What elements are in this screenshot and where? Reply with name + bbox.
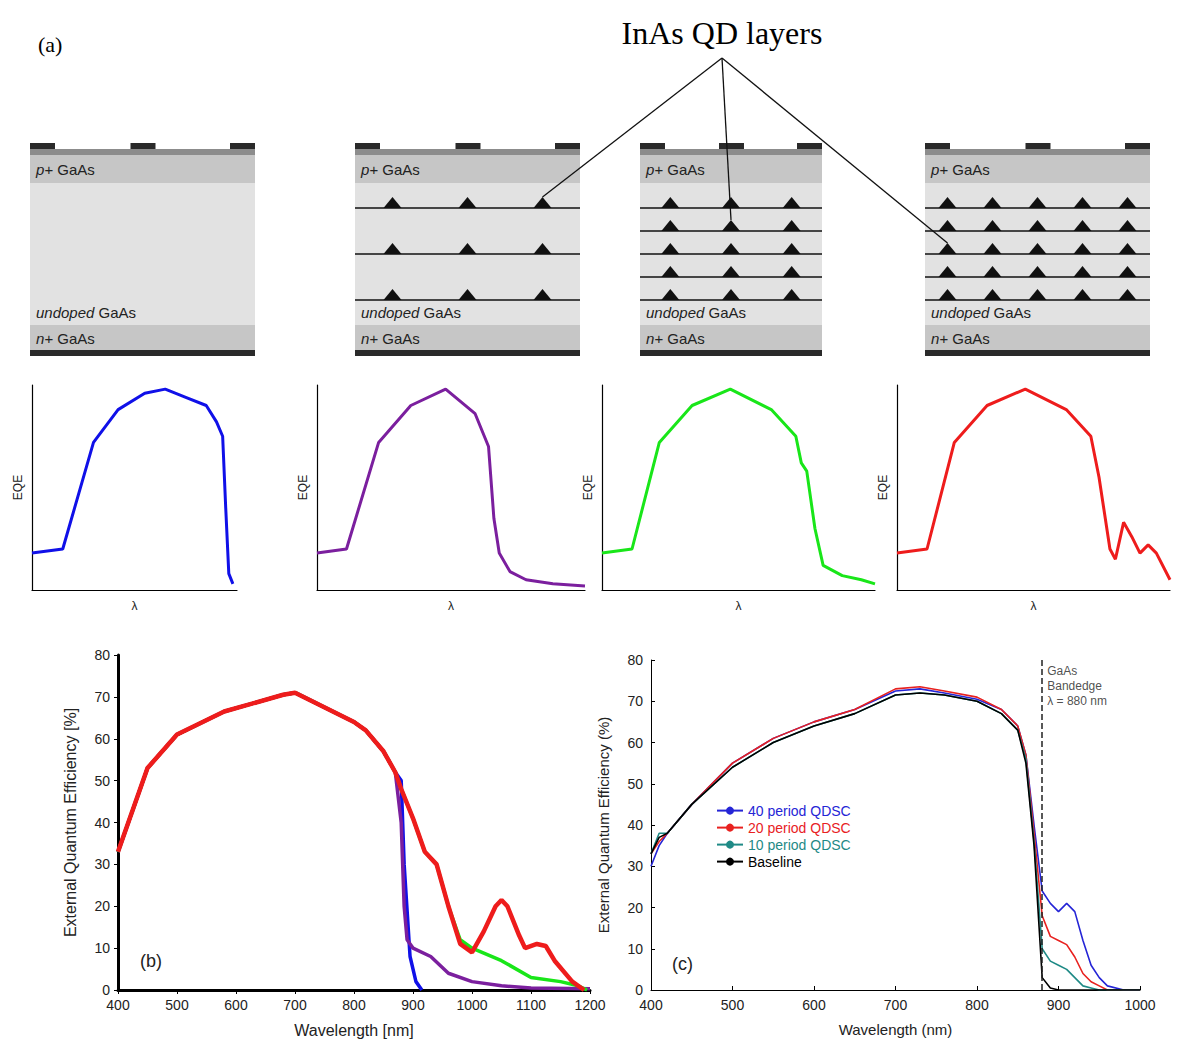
svg-text:undoped GaAs: undoped GaAs: [361, 304, 461, 321]
svg-text:900: 900: [1047, 997, 1071, 1013]
svg-text:n+ GaAs: n+ GaAs: [931, 330, 990, 347]
svg-text:800: 800: [342, 997, 366, 1013]
svg-text:30: 30: [627, 858, 643, 874]
svg-text:External Quantum Efficiency [%: External Quantum Efficiency [%]: [62, 708, 79, 937]
svg-text:1100: 1100: [516, 997, 546, 1013]
svg-text:External Quantum Efficiency (%: External Quantum Efficiency (%): [595, 717, 612, 933]
svg-text:50: 50: [94, 773, 110, 789]
svg-text:n+ GaAs: n+ GaAs: [36, 330, 95, 347]
svg-text:p+ GaAs: p+ GaAs: [360, 161, 420, 178]
svg-text:undoped GaAs: undoped GaAs: [931, 304, 1031, 321]
svg-text:Baseline: Baseline: [748, 854, 802, 870]
svg-text:EQE: EQE: [296, 475, 310, 500]
svg-text:800: 800: [965, 997, 989, 1013]
svg-text:1200: 1200: [574, 997, 605, 1013]
svg-text:30: 30: [94, 856, 110, 872]
svg-text:10: 10: [94, 940, 110, 956]
svg-text:900: 900: [401, 997, 425, 1013]
svg-text:(b): (b): [140, 951, 162, 971]
svg-text:n+ GaAs: n+ GaAs: [646, 330, 705, 347]
svg-text:60: 60: [627, 735, 643, 751]
svg-text:70: 70: [627, 693, 643, 709]
svg-text:400: 400: [106, 997, 130, 1013]
svg-text:λ: λ: [736, 599, 742, 613]
svg-text:500: 500: [721, 997, 745, 1013]
svg-text:20: 20: [94, 898, 110, 914]
svg-text:500: 500: [165, 997, 189, 1013]
svg-text:undoped GaAs: undoped GaAs: [36, 304, 136, 321]
svg-text:(c): (c): [672, 954, 693, 974]
svg-text:40: 40: [94, 815, 110, 831]
svg-text:0: 0: [635, 982, 643, 998]
svg-text:40: 40: [627, 817, 643, 833]
svg-text:λ = 880 nm: λ = 880 nm: [1047, 694, 1107, 708]
svg-text:1000: 1000: [1124, 997, 1155, 1013]
svg-text:20 period QDSC: 20 period QDSC: [748, 820, 851, 836]
svg-text:0: 0: [102, 982, 110, 998]
svg-text:1000: 1000: [456, 997, 487, 1013]
svg-text:50: 50: [627, 776, 643, 792]
svg-text:n+ GaAs: n+ GaAs: [361, 330, 420, 347]
svg-text:InAs QD layers: InAs QD layers: [622, 15, 823, 51]
svg-text:Wavelength (nm): Wavelength (nm): [839, 1021, 953, 1038]
svg-text:(a): (a): [38, 32, 62, 57]
svg-text:λ: λ: [448, 599, 454, 613]
svg-text:80: 80: [94, 647, 110, 663]
svg-text:40 period QDSC: 40 period QDSC: [748, 803, 851, 819]
svg-text:20: 20: [627, 900, 643, 916]
svg-text:10: 10: [627, 941, 643, 957]
svg-text:EQE: EQE: [581, 475, 595, 500]
svg-text:p+ GaAs: p+ GaAs: [645, 161, 705, 178]
svg-text:GaAs: GaAs: [1047, 664, 1077, 678]
svg-text:Wavelength [nm]: Wavelength [nm]: [294, 1022, 413, 1039]
svg-text:10 period QDSC: 10 period QDSC: [748, 837, 851, 853]
svg-text:p+ GaAs: p+ GaAs: [35, 161, 95, 178]
svg-text:70: 70: [94, 689, 110, 705]
svg-text:400: 400: [639, 997, 663, 1013]
svg-text:λ: λ: [132, 599, 138, 613]
svg-text:600: 600: [802, 997, 826, 1013]
svg-text:60: 60: [94, 731, 110, 747]
svg-text:EQE: EQE: [11, 475, 25, 500]
svg-text:undoped GaAs: undoped GaAs: [646, 304, 746, 321]
svg-text:p+ GaAs: p+ GaAs: [930, 161, 990, 178]
svg-text:600: 600: [224, 997, 248, 1013]
svg-text:EQE: EQE: [876, 475, 890, 500]
svg-text:700: 700: [884, 997, 908, 1013]
svg-text:λ: λ: [1031, 599, 1037, 613]
svg-text:80: 80: [627, 652, 643, 668]
svg-text:700: 700: [283, 997, 307, 1013]
svg-text:Bandedge: Bandedge: [1047, 679, 1102, 693]
